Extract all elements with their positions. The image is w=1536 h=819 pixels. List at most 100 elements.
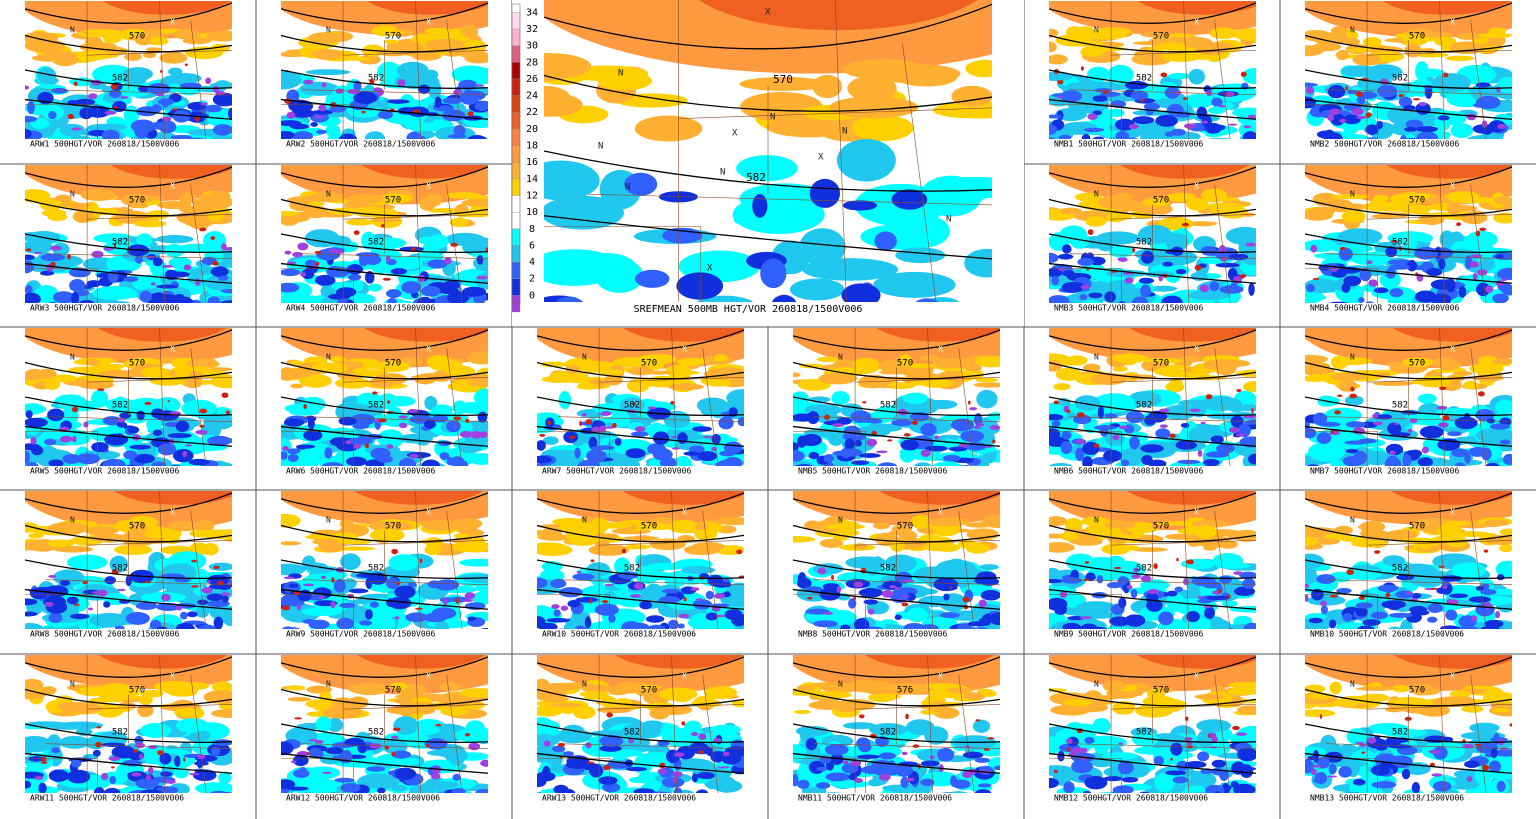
cyan-blob <box>25 721 68 728</box>
orange-core <box>367 1 488 15</box>
cyan-blob <box>200 421 221 439</box>
blue-blob <box>697 451 718 462</box>
red-blob <box>391 751 396 757</box>
purple-blob <box>671 436 677 439</box>
panel-caption: ARW9 500HGT/VOR 260818/1500V006 <box>286 630 435 639</box>
blue-blob <box>977 783 992 788</box>
red-blob <box>1169 433 1176 438</box>
yellow-blob <box>319 362 348 374</box>
blue-blob <box>793 774 799 787</box>
red-blob <box>632 402 637 406</box>
blue-blob <box>401 281 422 294</box>
panel-caption: NMB3 500HGT/VOR 260818/1500V006 <box>1054 304 1203 313</box>
blue-blob <box>66 596 79 605</box>
red-blob <box>539 433 546 437</box>
red-blob <box>1337 394 1343 397</box>
blue-blob <box>190 792 196 793</box>
yellow-blob <box>139 689 164 698</box>
yellow-blob <box>573 705 596 720</box>
red-blob <box>1113 566 1122 570</box>
map <box>1305 328 1512 466</box>
blue-blob <box>1439 575 1463 582</box>
contour-line <box>1305 100 1512 120</box>
state-border <box>416 1 421 139</box>
red-blob <box>1329 595 1338 598</box>
red-blob <box>612 422 617 429</box>
red-blob <box>391 548 399 555</box>
blue-blob <box>1138 277 1155 284</box>
blue-blob <box>175 622 196 629</box>
yellow-blob <box>333 546 376 551</box>
yellow-blob <box>149 36 169 46</box>
yellow-blob <box>852 357 879 371</box>
blue-blob <box>1088 292 1103 299</box>
yellow-blob <box>973 382 1000 388</box>
blue-blob <box>861 765 885 775</box>
purple-blob <box>135 742 146 749</box>
yellow-blob <box>947 687 972 694</box>
yellow-blob <box>310 49 343 59</box>
blue-blob <box>25 284 33 295</box>
purple-blob <box>1481 120 1488 128</box>
cyan-blob <box>1188 68 1205 85</box>
purple-blob <box>1228 123 1238 126</box>
cyan-blob <box>831 391 850 406</box>
purple-blob <box>318 104 327 112</box>
blue-blob <box>1228 253 1249 261</box>
blue-blob <box>111 745 136 759</box>
yellow-blob <box>692 542 725 551</box>
blue-blob <box>157 443 177 456</box>
blue-blob <box>170 134 192 139</box>
red-blob <box>113 242 117 249</box>
red-blob <box>1355 91 1363 97</box>
purple-blob <box>969 407 978 411</box>
red-blob <box>1066 409 1071 413</box>
panel-caption: ARW6 500HGT/VOR 260818/1500V006 <box>286 467 435 476</box>
blue-blob <box>948 446 968 452</box>
purple-blob <box>1112 434 1120 441</box>
red-blob <box>364 443 370 448</box>
yellow-blob <box>576 383 600 390</box>
blue-blob <box>645 615 665 623</box>
cyan-blob <box>59 735 91 749</box>
purple-blob <box>1228 426 1240 433</box>
yellow-blob <box>134 220 167 228</box>
state-border <box>302 417 488 422</box>
contour-label: 570 <box>1409 522 1425 532</box>
purple-blob <box>322 771 332 775</box>
cyan-blob <box>1337 228 1383 245</box>
yellow-blob <box>1153 367 1186 376</box>
yellow-blob <box>1165 533 1195 540</box>
purple-blob <box>468 742 481 751</box>
yellow-blob <box>41 686 57 695</box>
purple-blob <box>352 443 361 450</box>
blue-blob <box>442 97 463 104</box>
blue-blob <box>366 766 386 772</box>
purple-blob <box>150 282 156 286</box>
marker-label: X <box>426 508 431 517</box>
purple-blob <box>1442 585 1448 589</box>
blue-blob <box>793 450 805 462</box>
yellow-blob <box>1059 207 1082 215</box>
contour-label: 582 <box>1136 401 1152 411</box>
contour-line <box>281 493 488 513</box>
blue-blob <box>800 433 822 447</box>
orange-core <box>1391 491 1512 505</box>
blue-blob <box>1058 134 1072 139</box>
purple-blob <box>1421 446 1429 454</box>
state-border <box>191 21 207 139</box>
purple-blob <box>30 436 37 445</box>
state-border <box>46 90 232 95</box>
blue-blob <box>281 451 288 460</box>
purple-blob <box>50 245 62 251</box>
purple-blob <box>634 582 644 590</box>
map <box>793 491 1000 629</box>
purple-blob <box>320 575 327 579</box>
yellow-blob <box>1436 523 1463 538</box>
blue-blob <box>856 737 871 749</box>
blue-blob <box>614 437 622 447</box>
cyan-blob <box>1431 73 1471 93</box>
blue-blob <box>925 445 948 452</box>
purple-blob <box>604 426 615 429</box>
